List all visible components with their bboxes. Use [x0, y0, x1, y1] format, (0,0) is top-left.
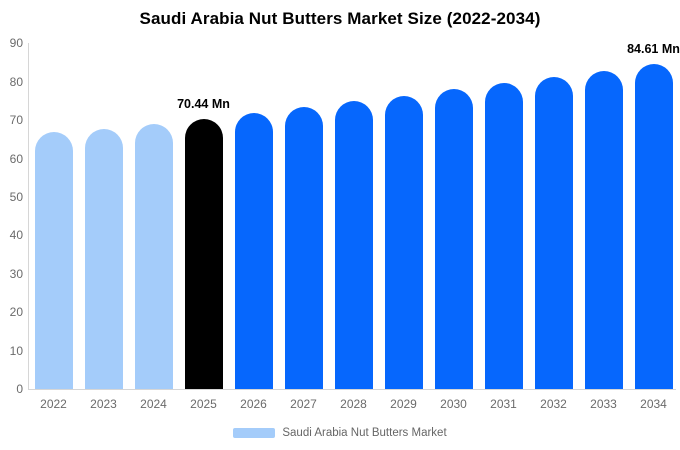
bar-2028[interactable]: [334, 101, 373, 389]
x-axis-label: 2026: [240, 397, 267, 411]
x-axis-label: 2029: [390, 397, 417, 411]
x-axis-label: 2034: [640, 397, 667, 411]
y-axis-tick-label: 20: [9, 305, 23, 320]
y-axis-tick-label: 10: [9, 343, 23, 358]
bar-2025[interactable]: [184, 118, 223, 389]
y-axis-tick-label: 30: [9, 266, 23, 281]
bar-2023[interactable]: [84, 129, 123, 389]
y-axis-tick-label: 0: [16, 382, 23, 396]
bar-2022[interactable]: [34, 132, 73, 389]
bar-value-label: 84.61 Mn: [627, 42, 680, 57]
x-axis-label: 2027: [290, 397, 317, 411]
x-axis-line: [28, 389, 676, 390]
bar-2034[interactable]: [634, 64, 673, 389]
bar-2030[interactable]: [434, 89, 473, 389]
legend-label: Saudi Arabia Nut Butters Market: [282, 427, 447, 439]
y-axis-tick-label: 90: [9, 36, 23, 51]
bar-2031[interactable]: [484, 83, 523, 389]
x-axis-label: 2025: [190, 397, 217, 411]
x-axis-label: 2024: [140, 397, 167, 411]
y-axis-line: [28, 43, 29, 389]
y-axis-tick-label: 70: [9, 113, 23, 128]
y-axis-tick-label: 60: [9, 151, 23, 166]
bar-2029[interactable]: [384, 95, 423, 389]
x-axis-label: 2022: [40, 397, 67, 411]
y-axis-tick-label: 80: [9, 74, 23, 89]
bar-2027[interactable]: [284, 107, 323, 389]
legend-swatch: [233, 428, 276, 438]
x-axis-label: 2033: [590, 397, 617, 411]
x-axis-label: 2031: [490, 397, 517, 411]
x-axis-label: 2023: [90, 397, 117, 411]
y-axis-tick-label: 50: [9, 190, 23, 204]
x-axis-label: 2032: [540, 397, 567, 411]
chart-title: Saudi Arabia Nut Butters Market Size (20…: [139, 9, 541, 28]
x-axis-label: 2028: [340, 397, 367, 411]
y-axis-tick-label: 40: [9, 228, 23, 243]
bar-2032[interactable]: [534, 77, 573, 389]
bar-value-label: 70.44 Mn: [177, 96, 230, 111]
legend-item[interactable]: Saudi Arabia Nut Butters Market: [233, 427, 447, 439]
bar-2033[interactable]: [584, 70, 623, 389]
bar-2026[interactable]: [234, 112, 273, 389]
bar-2024[interactable]: [134, 124, 173, 389]
legend: Saudi Arabia Nut Butters Market: [0, 424, 680, 442]
x-axis-label: 2030: [440, 397, 467, 411]
